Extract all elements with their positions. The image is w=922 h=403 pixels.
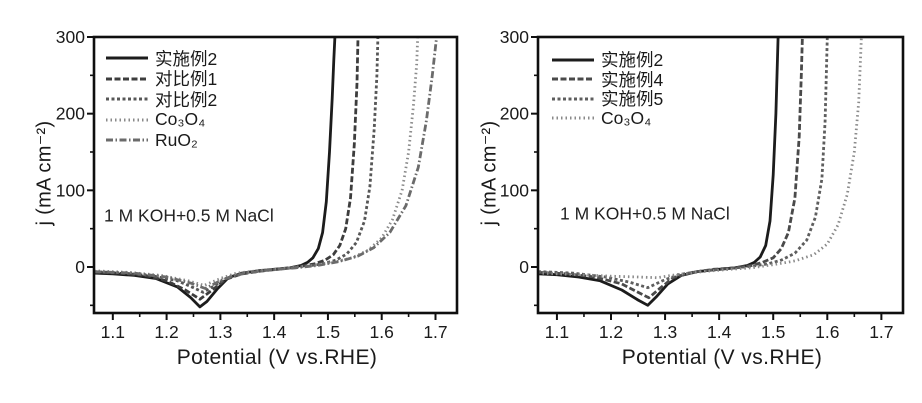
y-tick-label-left: 300 (56, 27, 85, 47)
y-tick-label-left: 200 (56, 104, 85, 124)
left-legend: 实施例2 对比例1 对比例2 Co₃O₄ RuO₂ (105, 48, 217, 151)
legend-line-swatch (106, 118, 148, 122)
x-tick-label-right: 1.7 (869, 322, 893, 342)
x-tick-label-right: 1.6 (815, 322, 839, 342)
curve-left-2 (94, 37, 380, 294)
right-legend: 实施例2 实施例4 实施例5 Co₃O₄ (551, 50, 663, 128)
legend-line-swatch (552, 97, 594, 101)
legend-line-swatch (106, 138, 148, 142)
legend-item: 对比例2 (105, 89, 217, 110)
legend-item: 实施例2 (105, 48, 217, 69)
x-tick-label-left: 1.6 (370, 322, 394, 342)
y-tick-label-left: 100 (56, 180, 85, 200)
curve-right-3 (538, 37, 863, 280)
curves-left (94, 37, 438, 309)
curves-right (538, 37, 863, 307)
left-y-axis-label: j (mA cm⁻²) (33, 120, 56, 226)
x-tick-label-right: 1.5 (761, 322, 785, 342)
legend-label: RuO₂ (155, 129, 198, 150)
y-tick-label-right: 0 (519, 257, 529, 277)
legend-item: 对比例1 (105, 69, 218, 90)
x-tick-label-right: 1.3 (653, 322, 677, 342)
legend-item: 实施例2 (551, 50, 663, 70)
legend-item: 实施例4 (551, 70, 663, 90)
legend-line-swatch (552, 116, 594, 120)
legend-line-swatch (552, 58, 594, 62)
legend-label: Co₃O₄ (155, 109, 206, 130)
legend-line-swatch (552, 77, 594, 81)
legend-item: RuO₂ (105, 130, 217, 151)
y-tick-label-right: 100 (500, 180, 529, 200)
curve-right-2 (538, 37, 829, 290)
legend-label: 对比例1 (155, 69, 218, 90)
x-tick-label-left: 1.4 (262, 322, 287, 342)
legend-label: 对比例2 (155, 89, 218, 110)
curve-left-4 (94, 37, 438, 290)
legend-label: 实施例2 (601, 50, 664, 71)
legend-label: Co₃O₄ (601, 107, 652, 128)
right-electrolyte-annotation: 1 M KOH+0.5 M NaCl (560, 203, 730, 224)
x-tick-label-left: 1.1 (101, 322, 125, 342)
y-tick-label-right: 300 (500, 27, 529, 47)
legend-label: 实施例2 (155, 48, 218, 69)
legend-label: 实施例5 (601, 89, 664, 110)
curve-right-1 (538, 37, 804, 300)
legend-line-swatch (106, 56, 148, 60)
legend-line-swatch (106, 77, 148, 81)
x-tick-label-right: 1.1 (545, 322, 569, 342)
left-x-axis-label: Potential (V vs.RHE) (176, 346, 378, 369)
legend-label: 实施例4 (601, 69, 664, 90)
plot-frame-left (92, 35, 459, 315)
x-tick-label-left: 1.3 (208, 322, 232, 342)
x-tick-label-right: 1.4 (707, 322, 732, 342)
right-y-axis-label: j (mA cm⁻²) (478, 120, 501, 226)
legend-item: Co₃O₄ (105, 109, 217, 131)
legend-line-swatch (106, 97, 148, 101)
legend-item: 实施例5 (551, 89, 663, 109)
x-tick-label-left: 1.2 (154, 322, 178, 342)
left-electrolyte-annotation: 1 M KOH+0.5 M NaCl (104, 205, 274, 226)
x-tick-label-left: 1.5 (316, 322, 340, 342)
right-x-axis-label: Potential (V vs.RHE) (621, 346, 823, 369)
legend-item: Co₃O₄ (551, 107, 663, 129)
plot-frame-right (536, 35, 905, 315)
y-tick-label-right: 200 (500, 104, 529, 124)
x-tick-label-left: 1.7 (423, 322, 447, 342)
y-tick-label-left: 0 (75, 257, 85, 277)
curve-left-3 (94, 37, 420, 287)
x-tick-label-right: 1.2 (599, 322, 623, 342)
